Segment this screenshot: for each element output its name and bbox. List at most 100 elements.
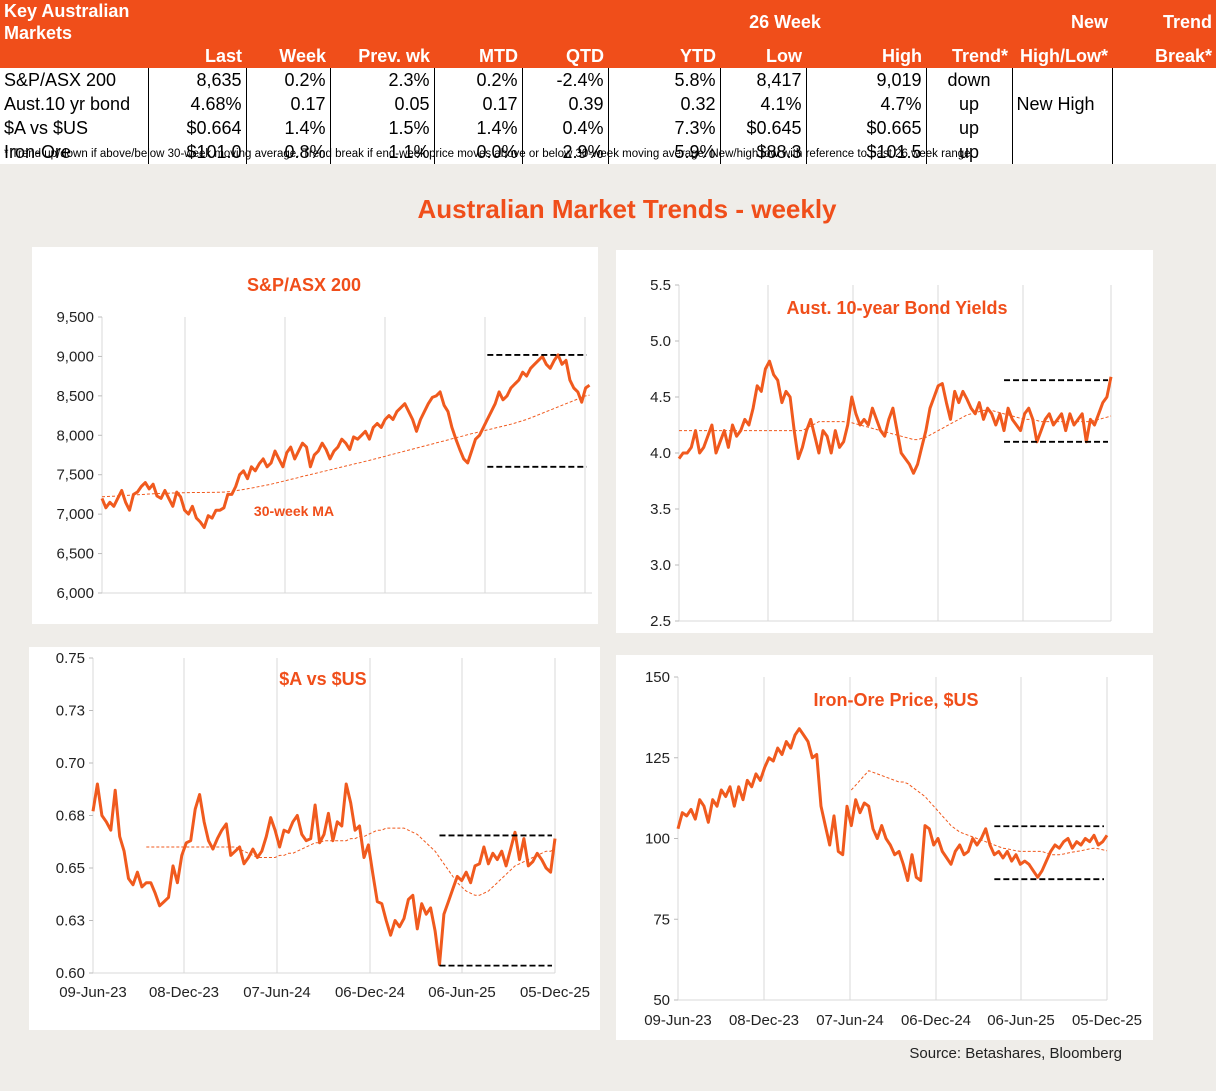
x-tick-label: 07-Jun-24 xyxy=(243,984,311,1001)
chart-iron-ore: 50 75 100 125 150 09-Jun-23 08-Dec-23 07-Jun-24… xyxy=(616,655,1153,1040)
y-tick-label: 0.73 xyxy=(56,703,85,720)
y-tick-label: 7,500 xyxy=(56,467,94,484)
cell-mtd: 0.17 xyxy=(433,92,522,116)
header-trend: Trend xyxy=(1163,12,1213,32)
series-price xyxy=(677,359,1113,475)
y-tick-label: 8,000 xyxy=(56,427,94,444)
cell-new-high-low xyxy=(1011,68,1113,92)
series-moving-average xyxy=(679,409,1112,441)
cell-new-high-low xyxy=(1011,140,1113,164)
cell-trend: down xyxy=(925,68,1013,92)
chart-bond-yields: 2.5 3.0 3.5 4.0 4.5 5.0 5.5 Aust. 10-year Bond … xyxy=(616,250,1153,633)
cell-prev: 1.5% xyxy=(329,116,434,140)
series-moving-average xyxy=(146,827,556,896)
cell-week: 0.8% xyxy=(245,140,330,164)
cell-high: 9,019 xyxy=(805,68,927,92)
series-price xyxy=(91,782,557,967)
cell-week: 0.2% xyxy=(245,68,330,92)
y-tick-label: 0.75 xyxy=(56,650,85,667)
chart-title: Iron-Ore Price, $US xyxy=(813,690,978,710)
table-title: Key Australian Markets xyxy=(4,1,130,43)
cell-qtd: 2.9% xyxy=(521,140,608,164)
row-name: Iron-Ore xyxy=(4,142,72,162)
col-new-high-low: High/Low* xyxy=(1020,46,1109,66)
y-tick-label: 6,500 xyxy=(56,546,94,563)
chart-aud-usd-svg: 0.60 0.63 0.65 0.68 0.70 0.73 0.75 09-Jun-23 08-… xyxy=(56,650,590,1001)
table-row: S&P/ASX 200 8,635 0.2% 2.3% 0.2% -2.4% 5… xyxy=(0,68,1216,92)
col-qtd: QTD xyxy=(566,46,604,66)
col-ytd: YTD xyxy=(680,46,716,66)
y-tick-label: 75 xyxy=(653,911,670,928)
cell-last: 4.68% xyxy=(147,92,246,116)
col-last: Last xyxy=(204,46,242,66)
page-title: Australian Market Trends - weekly xyxy=(417,194,837,224)
cell-ytd: 0.32 xyxy=(607,92,720,116)
series-price xyxy=(676,727,1109,882)
y-tick-label: 8,500 xyxy=(56,388,94,405)
cell-high: 4.7% xyxy=(805,92,927,116)
chart-asx200: 6,000 6,500 7,000 7,500 8,000 8,500 9,000 9,500… xyxy=(32,247,598,624)
x-tick-label: 08-Dec-23 xyxy=(729,1012,799,1029)
y-tick-label: 150 xyxy=(645,669,670,686)
cell-prev: 0.05 xyxy=(329,92,434,116)
cell-qtd: -2.4% xyxy=(521,68,608,92)
cell-trend-break xyxy=(1111,116,1216,140)
x-tick-label: 05-Dec-25 xyxy=(520,984,590,1001)
x-tick-label: 06-Dec-24 xyxy=(901,1012,971,1029)
cell-ytd: 7.3% xyxy=(607,116,720,140)
x-tick-label: 05-Dec-25 xyxy=(1072,1012,1142,1029)
y-tick-label: 9,000 xyxy=(56,348,94,365)
cell-low: 8,417 xyxy=(719,68,806,92)
y-tick-label: 3.5 xyxy=(650,501,671,518)
cell-low: $0.645 xyxy=(719,116,806,140)
cell-last: 8,635 xyxy=(147,68,246,92)
y-tick-label: 125 xyxy=(645,750,670,767)
header-new: New xyxy=(1071,12,1109,32)
cell-prev: 1.1% xyxy=(329,140,434,164)
cell-qtd: 0.4% xyxy=(521,116,608,140)
header-26-week: 26 Week xyxy=(749,12,821,32)
table-row: $A vs $US $0.664 1.4% 1.5% 1.4% 0.4% 7.3… xyxy=(0,116,1216,140)
chart-title: Aust. 10-year Bond Yields xyxy=(786,298,1007,318)
cell-low: $88.3 xyxy=(719,140,806,164)
y-tick-label: 4.0 xyxy=(650,445,671,462)
y-tick-label: 0.68 xyxy=(56,808,85,825)
chart-title: $A vs $US xyxy=(279,669,366,689)
table-footnote: * Trend up/down if above/below 30-week m… xyxy=(4,148,974,160)
y-tick-label: 3.0 xyxy=(650,557,671,574)
y-tick-label: 50 xyxy=(653,992,670,1009)
cell-week: 1.4% xyxy=(245,116,330,140)
y-tick-label: 5.0 xyxy=(650,333,671,350)
cell-trend-break xyxy=(1111,92,1216,116)
cell-trend: up xyxy=(925,92,1013,116)
y-tick-label: 100 xyxy=(645,831,670,848)
series-price xyxy=(100,353,591,529)
chart-bond-yields-svg: 2.5 3.0 3.5 4.0 4.5 5.0 5.5 Aust. 10-year Bond … xyxy=(650,277,1113,630)
y-tick-label: 4.5 xyxy=(650,389,671,406)
x-tick-label: 06-Jun-25 xyxy=(987,1012,1055,1029)
y-tick-label: 0.65 xyxy=(56,860,85,877)
cell-prev: 2.3% xyxy=(329,68,434,92)
table-row: Aust.10 yr bond 4.68% 0.17 0.05 0.17 0.3… xyxy=(0,92,1216,116)
x-tick-label: 09-Jun-23 xyxy=(59,984,127,1001)
markets-table: Key Australian Markets 26 Week New Trend… xyxy=(0,0,1216,164)
y-tick-label: 0.60 xyxy=(56,965,85,982)
chart-aud-usd: 0.60 0.63 0.65 0.68 0.70 0.73 0.75 09-Jun-23 08-… xyxy=(29,647,600,1030)
cell-mtd: 0.2% xyxy=(433,68,522,92)
row-name: $A vs $US xyxy=(4,118,89,138)
series-moving-average xyxy=(101,394,590,498)
cell-last: $0.664 xyxy=(147,116,246,140)
cell-low: 4.1% xyxy=(719,92,806,116)
y-tick-label: 2.5 xyxy=(650,613,671,630)
cell-new-high-low: New High xyxy=(1011,92,1113,116)
col-low: Low xyxy=(766,46,802,66)
cell-last: $101.0 xyxy=(147,140,246,164)
row-name: S&P/ASX 200 xyxy=(4,70,117,90)
cell-ytd: 5.8% xyxy=(607,68,720,92)
cell-mtd: 0.0% xyxy=(433,140,522,164)
x-tick-label: 08-Dec-23 xyxy=(149,984,219,1001)
col-trend: Trend* xyxy=(952,46,1009,66)
x-tick-label: 06-Dec-24 xyxy=(335,984,405,1001)
cell-trend: up xyxy=(925,116,1013,140)
x-tick-label: 09-Jun-23 xyxy=(644,1012,712,1029)
